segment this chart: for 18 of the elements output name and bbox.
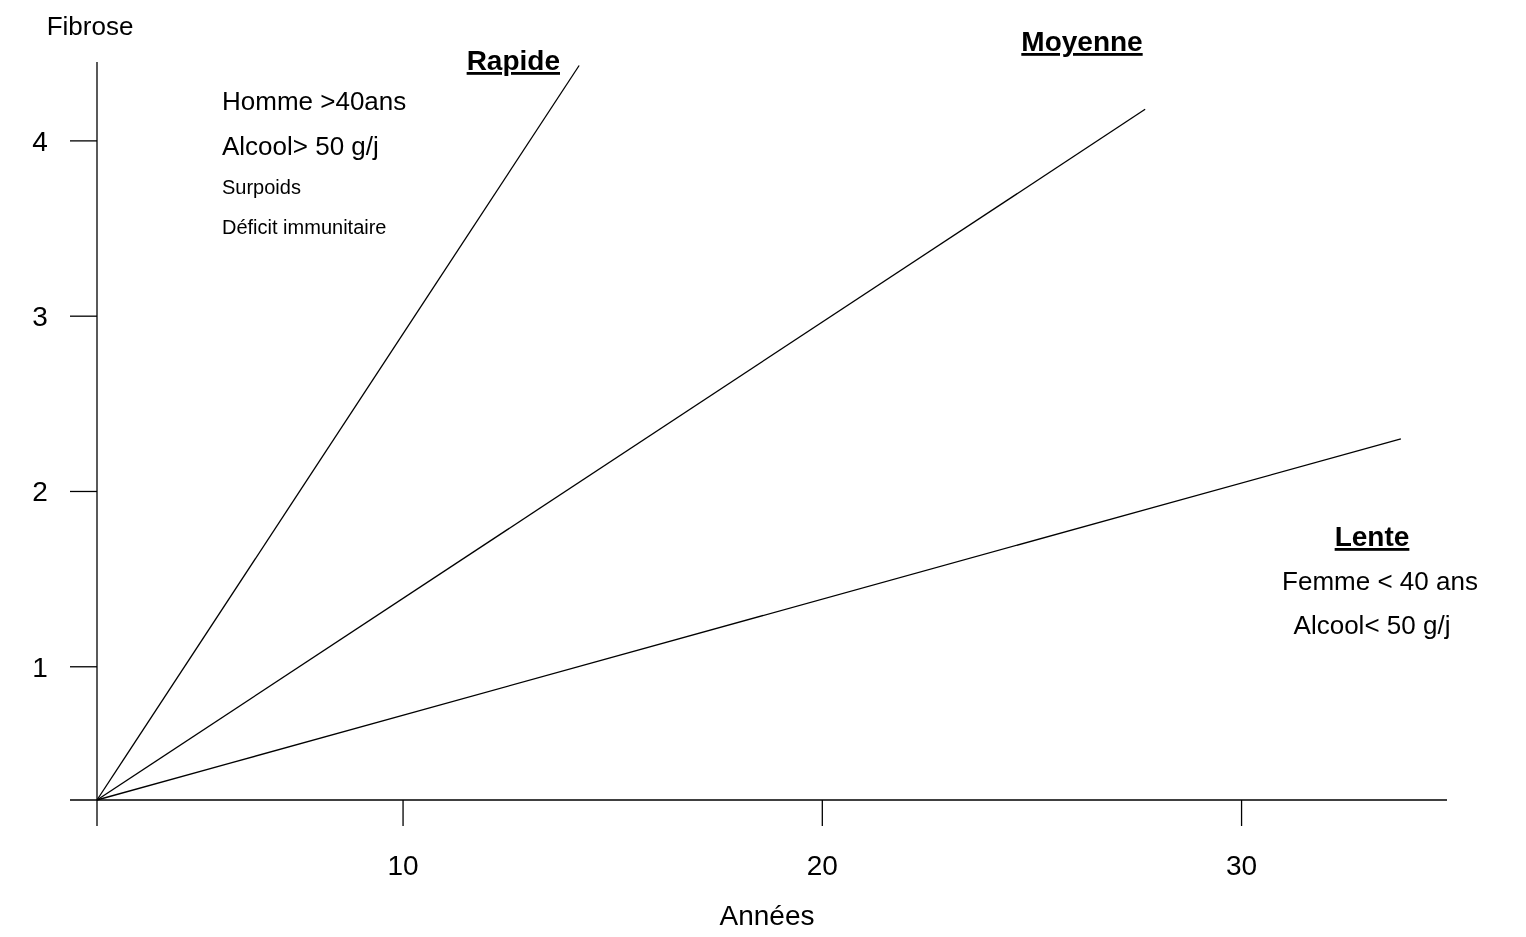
y-tick-label: 1 (32, 651, 48, 683)
y-axis-title: Fibrose (46, 11, 134, 41)
x-tick-label: 30 (1225, 850, 1258, 881)
x-tick-label: 10 (387, 850, 419, 881)
annotation: Déficit immunitaire (222, 216, 387, 238)
series-label: Moyenne (1021, 26, 1143, 57)
y-tick-label: 2 (32, 476, 48, 508)
annotation: Alcool> 50 g/j (222, 131, 379, 161)
text: Lente (1334, 521, 1410, 552)
x-axis-title: Années (719, 900, 815, 931)
y-tick-label: 3 (32, 300, 48, 332)
y-tick-label: 4 (32, 125, 48, 157)
annotation: Alcool< 50 g/j (1293, 610, 1451, 640)
annotation: Femme < 40 ans (1282, 566, 1478, 596)
annotation: Homme >40ans (222, 86, 407, 116)
x-tick-label: 20 (806, 850, 838, 881)
annotation: Surpoids (222, 176, 301, 198)
series-label: Rapide (466, 45, 560, 76)
